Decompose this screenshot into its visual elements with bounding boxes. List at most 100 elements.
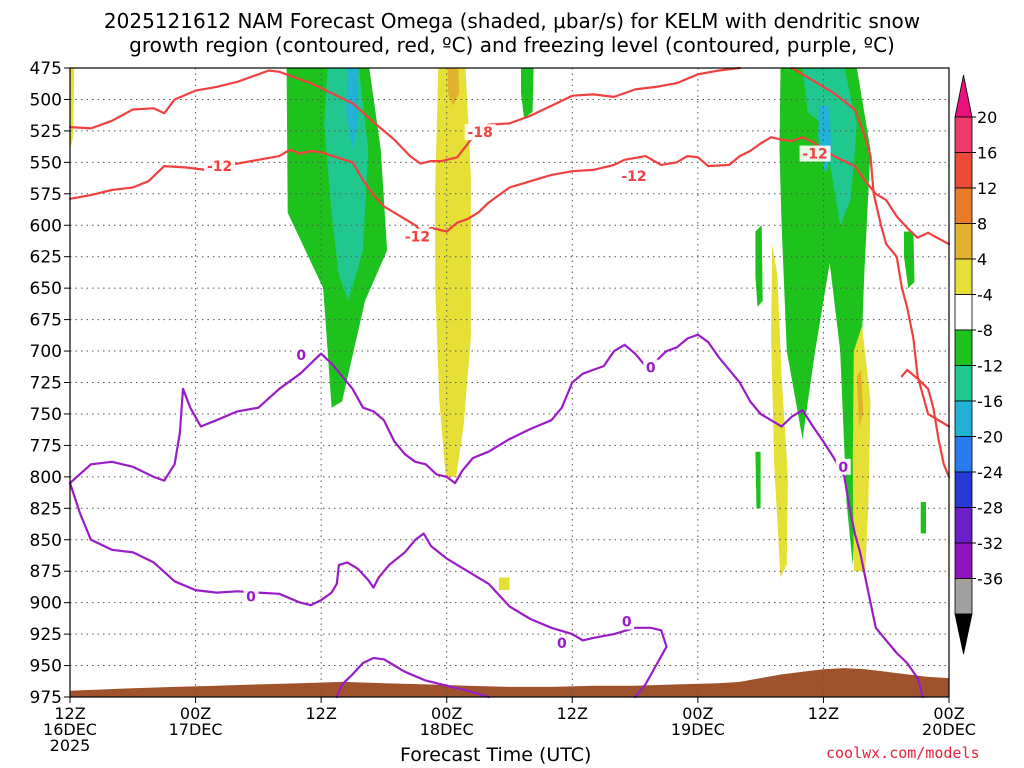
x-tick-label-7-1: 00Z: [933, 704, 964, 723]
x-tick-label-4-1: 12Z: [557, 704, 588, 723]
contour-line-3: [900, 368, 951, 478]
contour-label-5: 0: [838, 460, 848, 476]
colorbar-label-10: -24: [977, 463, 1003, 482]
y-tick-label-900: 900: [30, 594, 62, 614]
contour-label-bg-1: [243, 588, 259, 605]
contour-label-4: 0: [646, 360, 656, 376]
colorbar-swatch-9: [954, 436, 973, 473]
contour-line-0: [68, 66, 741, 165]
x-tick-label-0-2: 16DEC: [43, 720, 97, 739]
colorbar-swatch-8: [954, 400, 973, 437]
chart-title-line2: growth region (contoured, red, ºC) and f…: [129, 33, 895, 57]
contour-label-bg-8: [464, 124, 496, 141]
contour-label-bg-0: [293, 346, 309, 363]
contour-line-5: [68, 482, 668, 699]
contour-label-bg-6: [204, 158, 236, 175]
y-tick-label-500: 500: [30, 90, 62, 110]
y-tick-label-950: 950: [30, 657, 62, 677]
y-tick-label-875: 875: [30, 562, 62, 582]
colorbar-label-8: -16: [977, 392, 1003, 411]
contour-line-6: [335, 656, 490, 699]
credit-text: coolwx.com/models: [826, 744, 980, 762]
colorbar-label-3: 8: [977, 215, 987, 234]
y-tick-label-625: 625: [30, 248, 62, 268]
contour-label-bg-3: [619, 613, 635, 630]
colorbar-swatch-5: [954, 294, 973, 331]
colorbar-swatch-2: [954, 187, 973, 224]
x-tick-label-1-2: 17DEC: [169, 720, 223, 739]
x-tick-label-3-1: 00Z: [431, 704, 462, 723]
colorbar-swatch-12: [954, 542, 973, 579]
omega-region-7: [755, 225, 763, 307]
omega-region-15: [852, 325, 871, 572]
contour-label-bg-2: [554, 634, 570, 651]
omega-region-8: [755, 451, 761, 509]
y-tick-label-575: 575: [30, 185, 62, 205]
y-axis: 475 500 525 550 575 600 625 650 675 700 725 750 775 8…: [30, 59, 70, 708]
colorbar-swatch-0: [954, 116, 973, 153]
contour-label-1: 0: [246, 589, 256, 605]
x-tick-label-0-3: 2025: [50, 736, 91, 755]
contour-label-bg-4: [643, 359, 659, 376]
contour-label-bg-10: [799, 145, 831, 162]
contour-label-bg-9: [618, 168, 650, 185]
omega-region-13: [70, 68, 75, 150]
contour-label-bg-5: [835, 458, 851, 475]
colorbar: 20 16 12 8 4 -4 -8 -12 -16 -20 -24 -28 -32 -36: [954, 74, 1003, 655]
colorbar-swatch-10: [954, 471, 973, 508]
omega-region-10: [920, 502, 926, 534]
contour-label-7: -12: [405, 230, 430, 246]
colorbar-swatch-3: [954, 223, 973, 260]
colorbar-swatch-7: [954, 365, 973, 402]
contour-label-3: 0: [622, 615, 632, 631]
x-tick-label-0-1: 12Z: [54, 704, 85, 723]
omega-region-11: [435, 68, 471, 477]
contour-line-2: [790, 66, 951, 428]
omega-region-14: [771, 244, 788, 578]
x-tick-label-2-1: 12Z: [305, 704, 336, 723]
terrain-layer: [70, 668, 949, 697]
colorbar-label-1: 16: [977, 144, 997, 163]
contour-label-0: 0: [296, 348, 306, 364]
colorbar-label-0: 20: [977, 108, 997, 127]
omega-region-3: [521, 68, 534, 119]
colorbar-label-13: -36: [977, 570, 1003, 589]
y-tick-label-550: 550: [30, 153, 62, 173]
chart-title-line1: 2025121612 NAM Forecast Omega (shaded, μ…: [103, 9, 921, 33]
colorbar-label-7: -12: [977, 357, 1003, 376]
y-tick-label-700: 700: [30, 342, 62, 362]
y-tick-label-800: 800: [30, 468, 62, 488]
x-tick-label-5-2: 19DEC: [671, 720, 725, 739]
colorbar-swatch-6: [954, 329, 973, 366]
y-tick-label-775: 775: [30, 436, 62, 456]
omega-region-17: [499, 577, 510, 591]
contour-label-2: 0: [557, 636, 567, 652]
colorbar-label-5: -4: [977, 286, 993, 305]
y-tick-label-750: 750: [30, 405, 62, 425]
y-tick-label-925: 925: [30, 625, 62, 645]
colorbar-label-11: -28: [977, 499, 1003, 518]
omega-region-9: [904, 231, 915, 289]
y-tick-label-650: 650: [30, 279, 62, 299]
colorbar-label-6: -8: [977, 321, 993, 340]
x-tick-label-5-1: 00Z: [682, 704, 713, 723]
gridlines: [70, 68, 949, 697]
colorbar-label-2: 12: [977, 179, 997, 198]
omega-region-16: [856, 369, 864, 427]
terrain-fill: [70, 668, 949, 697]
y-tick-label-600: 600: [30, 216, 62, 236]
x-axis-title: Forecast Time (UTC): [400, 744, 592, 766]
colorbar-top-cap: [954, 74, 973, 118]
x-tick-label-3-2: 18DEC: [420, 720, 474, 739]
y-tick-label-525: 525: [30, 122, 62, 142]
colorbar-label-9: -20: [977, 428, 1003, 447]
y-tick-label-475: 475: [30, 59, 62, 79]
contour-label-8: -18: [468, 125, 493, 141]
y-tick-label-850: 850: [30, 531, 62, 551]
y-tick-label-675: 675: [30, 311, 62, 331]
contour-line-4: [68, 333, 924, 699]
colorbar-swatch-11: [954, 507, 973, 544]
omega-shading-layer: [70, 68, 926, 591]
colorbar-bottom-cap: [954, 613, 973, 655]
